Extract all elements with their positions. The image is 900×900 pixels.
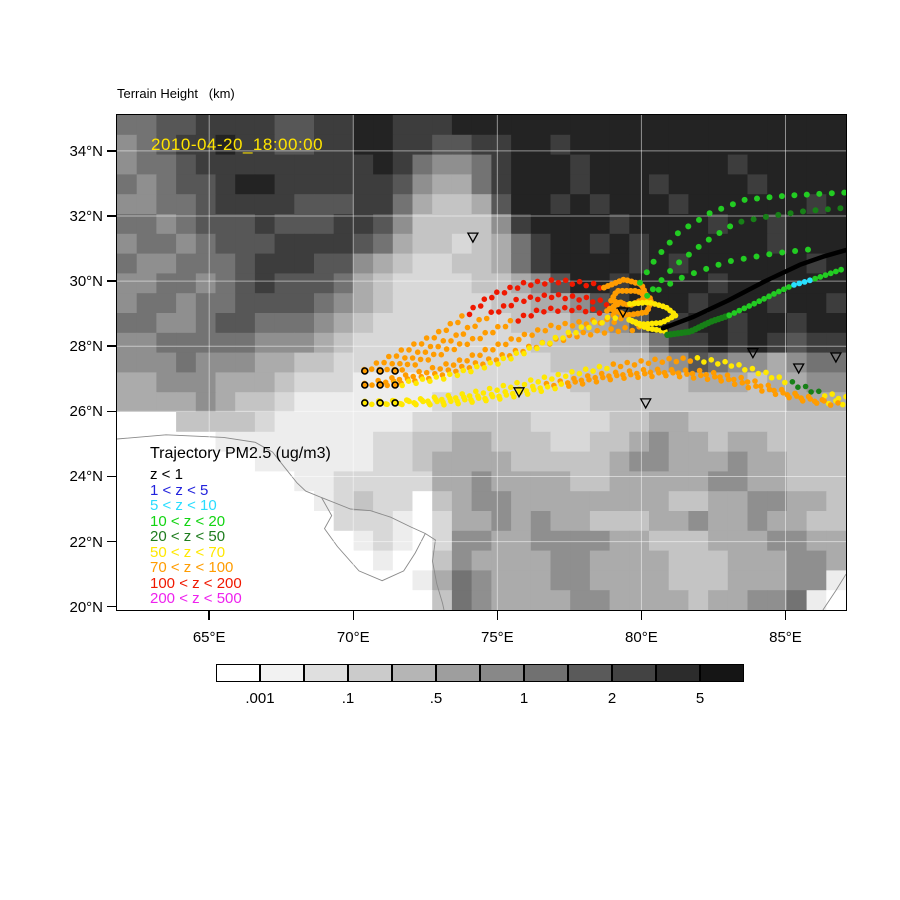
x-axis-tick-label: 70°E xyxy=(336,629,370,646)
y-axis-tick xyxy=(107,345,116,347)
legend-entry: 5 < z < 10 xyxy=(150,497,217,514)
start-marker xyxy=(391,367,399,375)
trajectory-dots xyxy=(361,277,603,373)
colorbar-cell xyxy=(348,664,392,682)
trajectory-dots xyxy=(664,312,732,338)
x-axis-tick xyxy=(352,611,355,620)
map-frame: 2010-04-20_18:00:00 Trajectory PM2.5 (ug… xyxy=(117,115,846,610)
y-axis-tick xyxy=(107,475,116,478)
legend-entry: 50 < z < 70 xyxy=(150,543,226,561)
y-axis-tick xyxy=(107,150,116,152)
trajectory-dots xyxy=(392,314,619,389)
colorbar-label: .001 xyxy=(245,690,275,707)
colorbar-cell xyxy=(216,664,260,682)
y-axis-tick-label: 24°N xyxy=(69,468,103,486)
legend-entry: 200 < z < 500 xyxy=(150,590,242,607)
coastline xyxy=(117,434,846,610)
colorbar-cell xyxy=(392,664,436,682)
start-marker xyxy=(376,399,384,407)
x-axis-tick-label: 75°E xyxy=(480,629,514,646)
start-marker xyxy=(391,399,399,407)
trajectory-dots xyxy=(361,315,624,388)
y-axis-tick xyxy=(107,605,116,608)
x-axis-tick-label: 85°E xyxy=(769,629,802,646)
legend-entry: 1 < z < 5 xyxy=(150,481,209,499)
start-marker xyxy=(361,367,369,375)
colorbar-cell xyxy=(436,664,480,682)
legend-entry: 10 < z < 20 xyxy=(150,512,226,530)
start-marker xyxy=(376,381,384,389)
legend-entry: 20 < z < 50 xyxy=(150,528,226,545)
trajectory-dots xyxy=(644,246,811,299)
trajectory-line-black xyxy=(660,247,846,331)
colorbar-label: 5 xyxy=(695,690,705,707)
triangle-marker xyxy=(746,348,760,360)
legend-entry: 100 < z < 200 xyxy=(150,574,242,592)
trajectory-dots xyxy=(726,266,844,319)
colorbar-cell xyxy=(480,664,524,682)
triangle-marker xyxy=(616,307,630,319)
x-axis-tick xyxy=(496,611,499,620)
trajectory-dots xyxy=(649,205,844,293)
y-axis-tick xyxy=(107,540,116,543)
y-axis-tick-label: 32°N xyxy=(69,207,103,225)
legend-entry: z < 1 xyxy=(150,466,183,483)
colorbar-cell xyxy=(524,664,568,682)
triangle-marker xyxy=(512,387,526,399)
trajectory-start-markers xyxy=(361,367,399,407)
map-svg xyxy=(117,115,846,610)
colorbar-label: 1 xyxy=(519,690,529,707)
start-marker xyxy=(361,381,369,389)
triangle-marker xyxy=(792,363,805,375)
start-marker xyxy=(391,381,399,389)
plot-title: Terrain Height (km) xyxy=(117,86,235,101)
y-axis-tick xyxy=(107,410,116,413)
colorbar-label: .1 xyxy=(341,690,355,707)
terrain-raster xyxy=(117,115,846,610)
y-axis-tick-label: 20°N xyxy=(69,598,103,616)
x-axis-tick xyxy=(784,611,787,620)
y-axis-tick xyxy=(107,280,116,282)
y-axis-tick-label: 28°N xyxy=(69,338,103,356)
x-axis-tick-label: 65°E xyxy=(192,629,226,646)
trajectory-dots xyxy=(626,299,679,335)
colorbar-label: 2 xyxy=(607,690,617,707)
y-axis-tick-label: 22°N xyxy=(69,533,103,551)
triangle-marker xyxy=(639,398,652,410)
y-axis-tick xyxy=(107,215,116,217)
legend-title: Trajectory PM2.5 (ug/m3) xyxy=(150,445,331,462)
colorbar-label: .5 xyxy=(429,690,443,707)
start-marker xyxy=(361,399,369,407)
x-axis-tick-label: 80°E xyxy=(625,629,658,646)
triangle-marker xyxy=(466,232,480,244)
colorbar-cell xyxy=(700,664,744,682)
trajectory-dots xyxy=(637,189,846,286)
y-axis-tick-label: 34°N xyxy=(69,142,103,160)
trajectories xyxy=(361,189,846,408)
colorbar-cell xyxy=(612,664,656,682)
colorbar-cell xyxy=(304,664,348,682)
legend-entry: 70 < z < 100 xyxy=(150,559,234,576)
triangle-marker xyxy=(829,352,843,364)
colorbar-cell xyxy=(656,664,700,682)
colorbar-cell xyxy=(568,664,612,682)
y-axis-tick-label: 30°N xyxy=(69,273,103,291)
x-axis-tick xyxy=(208,611,210,620)
start-marker xyxy=(376,367,384,375)
colorbar-cell xyxy=(260,664,304,682)
y-axis-tick-label: 26°N xyxy=(69,403,103,421)
x-axis-tick xyxy=(640,611,643,620)
timestamp-label: 2010-04-20_18:00:00 xyxy=(151,135,324,154)
station-markers xyxy=(466,232,843,410)
